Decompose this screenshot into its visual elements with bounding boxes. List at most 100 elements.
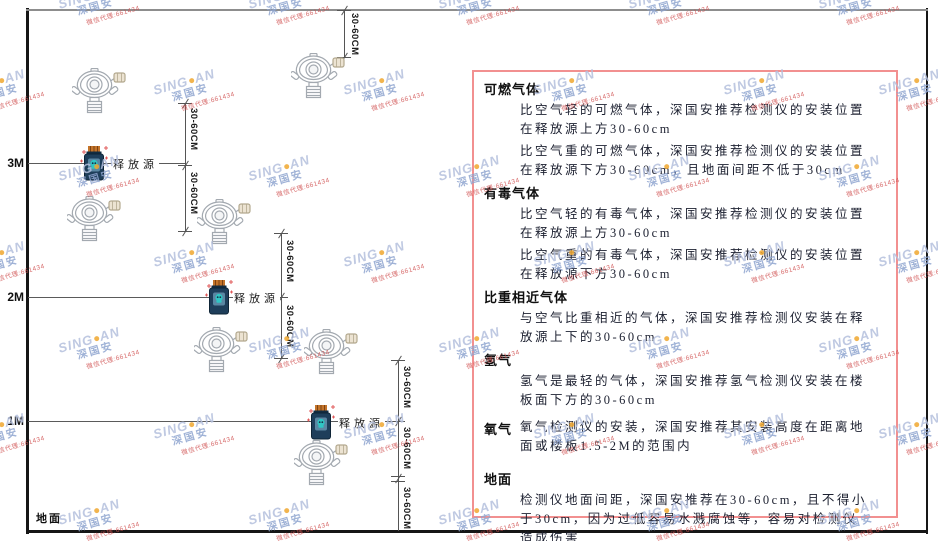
level-line-1m (28, 421, 399, 422)
watermark-contact: 微信代理:661434 (905, 434, 938, 457)
watermark-contact: 微信代理:661434 (0, 90, 46, 113)
watermark-contact: 微信代理:661434 (0, 262, 46, 285)
release-source-icon (307, 405, 335, 440)
dimension-label: 30-60CM (284, 240, 295, 283)
dimension-label: 30-60CM (188, 108, 199, 151)
watermark-chinese: 深国安 (360, 82, 400, 104)
dimension-label: 30-60CM (401, 427, 412, 470)
section-heading: 可燃气体 (484, 82, 541, 97)
watermark-contact: 微信代理:661434 (275, 176, 331, 199)
watermark-chinese: 深国安 (360, 254, 400, 276)
dimension-label: 30-60CM (401, 366, 412, 409)
gas-detector-icon (197, 199, 251, 245)
brand-dot-icon (913, 421, 920, 428)
level-line-3m (28, 163, 186, 164)
brand-dot-icon (188, 249, 195, 256)
section-heading: 氧气 (484, 422, 513, 437)
watermark-contact: 微信代理:661434 (905, 262, 938, 285)
section-heading: 地面 (484, 472, 513, 487)
ruler-tick (391, 481, 405, 482)
section-paragraph: 比空气重的可燃气体，深国安推荐检测仪的安装位置在释放源下方30-60cm，且地面… (520, 144, 866, 177)
release-source-label: 释放源 (112, 156, 159, 172)
section-paragraph: 氧气检测仪的安装，深国安推荐其安装高度在距离地面或楼板1.5-2M的范围内 (520, 420, 866, 453)
watermark-chinese: 深国安 (0, 82, 20, 104)
gas-detector-icon (304, 329, 358, 375)
brand-dot-icon (913, 77, 920, 84)
section-similar-density-gas: 比重相近气体 与空气比重相近的气体，深国安推荐检测仪安装在释放源上下的30-60… (484, 288, 884, 347)
brand-dot-icon (0, 77, 5, 84)
dimension-label: 30-60CM (349, 13, 360, 56)
section-flammable-gas: 可燃气体 比空气轻的可燃气体，深国安推荐检测仪的安装位置在释放源上方30-60c… (484, 80, 884, 180)
brand-dot-icon (188, 77, 195, 84)
watermark-contact: 微信代理:661434 (180, 434, 236, 457)
watermark-chinese: 深国安 (895, 254, 935, 276)
watermark-chinese: 深国安 (895, 82, 935, 104)
watermark-chinese: 深国安 (170, 254, 210, 276)
brand-dot-icon (378, 249, 385, 256)
brand-dot-icon (93, 335, 100, 342)
brand-dot-icon (188, 421, 195, 428)
section-hydrogen: 氢气 氢气是最轻的气体，深国安推荐氢气检测仪安装在楼板面下方的30-60cm (484, 351, 884, 410)
section-heading: 比重相近气体 (484, 290, 569, 305)
watermark-chinese: 深国安 (265, 168, 305, 190)
gas-detector-icon (67, 196, 121, 242)
dimension-label: 30-60CM (284, 305, 295, 348)
watermark-contact: 微信代理:661434 (370, 90, 426, 113)
dimension-ruler (185, 103, 186, 231)
section-oxygen: 氧气 氧气检测仪的安装，深国安推荐其安装高度在距离地面或楼板1.5-2M的范围内 (484, 418, 884, 456)
watermark-contact: 微信代理:661434 (85, 348, 141, 371)
watermark-contact: 微信代理:661434 (370, 262, 426, 285)
watermark-chinese: 深国安 (895, 426, 935, 448)
brand-dot-icon (378, 77, 385, 84)
brand-dot-icon (283, 507, 290, 514)
watermark-contact: 微信代理:661434 (465, 4, 521, 27)
right-wall-line (926, 8, 928, 534)
gas-detector-icon (72, 68, 126, 114)
section-toxic-gas: 有毒气体 比空气轻的有毒气体，深国安推荐检测仪的安装位置在释放源上方30-60c… (484, 184, 884, 284)
watermark-contact: 微信代理:661434 (85, 4, 141, 27)
watermark-contact: 微信代理:661434 (905, 90, 938, 113)
section-paragraph: 检测仪地面间距，深国安推荐在30-60cm，且不得小于30cm，因为过低容易水溅… (520, 493, 867, 541)
section-paragraph: 比空气轻的可燃气体，深国安推荐检测仪的安装位置在释放源上方30-60cm (520, 103, 866, 136)
section-heading: 氢气 (484, 353, 513, 368)
section-paragraph: 氢气是最轻的气体，深国安推荐氢气检测仪安装在楼板面下方的30-60cm (520, 374, 866, 407)
brand-dot-icon (913, 249, 920, 256)
watermark-chinese: 深国安 (170, 82, 210, 104)
watermark-contact: 微信代理:661434 (655, 4, 711, 27)
watermark-contact: 微信代理:661434 (0, 434, 46, 457)
height-label-2m: 2M (7, 290, 24, 304)
watermark-chinese: 深国安 (75, 340, 115, 362)
watermark-chinese: 深国安 (0, 254, 20, 276)
gas-detector-icon (291, 53, 345, 99)
height-label-1m: 1M (7, 414, 24, 428)
dimension-ruler (344, 10, 345, 57)
release-source-icon (80, 146, 108, 181)
watermark-contact: 微信代理:661434 (275, 4, 331, 27)
section-heading: 有毒气体 (484, 186, 541, 201)
ground-line (26, 530, 928, 533)
release-source-label: 释放源 (338, 415, 385, 431)
dimension-ruler (398, 360, 399, 531)
release-source-label: 释放源 (233, 290, 280, 306)
